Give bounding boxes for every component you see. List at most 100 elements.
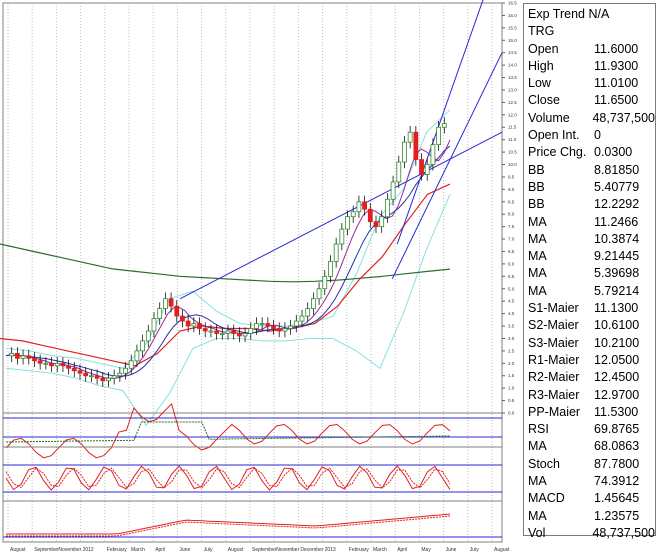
candle-body [413,131,419,160]
y-tick-label: 12.5 [508,100,517,105]
y-tick-label: 4.0 [508,311,515,316]
candle-body [71,367,77,372]
info-label: RSI [528,422,549,437]
info-value: 1.45645 [594,491,640,506]
info-value: 11.9300 [594,58,639,73]
info-value: 11.2466 [594,214,639,229]
y-tick-label: 2.0 [508,361,515,366]
candle-body [26,355,32,359]
y-tick-label: 16.0 [508,13,517,18]
info-label: Low [528,76,551,91]
candle-body [191,323,197,327]
info-value: 10.2100 [594,335,640,350]
candle-body [83,372,89,377]
macd-panel [3,500,502,538]
candle-body [276,328,282,332]
x-tick-label: July [204,547,213,553]
candle-body [174,305,180,317]
candle-body [322,275,328,290]
info-value: 11.6500 [594,93,639,108]
y-tick-label: 7.0 [508,237,515,242]
candle-body [111,375,117,379]
info-row: MA 11.2466 [528,214,655,231]
macd-ma-line [6,515,451,537]
y-tick-label: 14.0 [508,63,517,68]
candle-body [197,323,202,329]
ma-ref-line [5,145,451,377]
info-value: 11.5300 [594,404,639,419]
x-tick-label: 2012 [83,547,94,553]
candle-body [293,320,299,327]
info-label: R1-Maier [528,352,580,367]
info-label: Close [528,93,560,108]
candle-body [140,340,146,352]
x-tick-label: February [349,547,370,553]
info-label: MACD [528,491,565,506]
candle-body [305,308,311,317]
candle-body [128,360,134,369]
info-label: MA [528,508,547,523]
info-label: MA [528,474,547,489]
x-tick-label: February [107,547,128,553]
info-value: 5.79214 [594,283,640,298]
info-label: Open [528,41,559,56]
info-label: S1-Maier [528,301,579,316]
candle-body [14,352,20,359]
candle-body [299,315,305,322]
x-tick-label: September [34,547,59,553]
y-tick-label: 0.0 [508,411,515,416]
info-label: Price Chg. [528,145,587,160]
candle-body [66,365,72,369]
candle-body [100,377,106,382]
candle-body [356,201,362,213]
info-row: R2-Maier 12.4500 [528,369,655,386]
trendline [179,131,503,300]
candle-body [123,367,128,374]
info-value: 1.23575 [594,508,640,523]
info-label: PP-Maier [528,404,581,419]
info-value: 5.40779 [594,179,640,194]
trendline [391,52,503,280]
y-tick-label: 2.5 [508,348,515,353]
y-tick-label: 11.5 [508,125,517,130]
candle-body [117,372,123,377]
x-tick-label: November [58,547,81,553]
rsi-ma-line [5,421,451,443]
stoch-ma-line [5,467,451,489]
ma-fast-line [5,139,451,379]
info-label: Stoch [528,456,560,471]
y-tick-label: 14.5 [508,50,517,55]
candle-body [162,298,168,310]
info-row: BB 12.2292 [528,196,655,213]
candle-body [379,216,385,228]
y-tick-label: 13.5 [508,75,517,80]
candle-body [402,141,407,163]
chart-area[interactable]: 16.5 16.0 15.5 15.0 14.5 14.0 13.5 13.0 12.5 12.0… [0,0,523,560]
candle-body [145,330,151,342]
info-row: PP-Maier 11.5300 [528,404,655,421]
candle-body [54,362,60,367]
y-tick-label: 11.0 [508,137,517,142]
info-row: MA 9.21445 [528,248,655,265]
y-tick-label: 6.5 [508,249,515,254]
x-tick-label: August [10,547,26,553]
candle-body [367,208,373,223]
info-panel: Exp Trend N/A TRG Open 11.6000 High 11.9300… [523,3,656,540]
candle-body [134,350,140,362]
info-value: 0 [594,128,601,143]
candle-body [333,243,339,262]
bb-lower-line [5,194,451,427]
stoch-line [5,465,451,491]
info-row: Volume 48,737,500 [528,110,655,127]
candle-body [254,323,259,329]
y-tick-label: 7.5 [508,224,515,229]
info-value: 5.39698 [594,266,640,281]
x-tick-label: September [252,547,277,553]
candle-body [248,328,254,334]
candle-body [419,159,424,175]
candle-body [185,320,191,327]
price-grid [2,2,503,543]
x-tick-label: November [276,547,299,553]
y-tick-label: 15.0 [508,38,517,43]
candle-body [180,315,185,322]
